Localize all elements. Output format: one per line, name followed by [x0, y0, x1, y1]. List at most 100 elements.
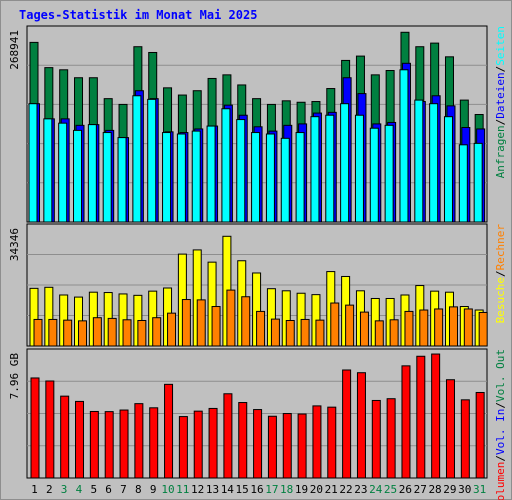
chart-title: Tages-Statistik im Monat Mai 2025	[19, 8, 258, 22]
bar-seiten-day-10	[162, 132, 172, 223]
bar-rechner-day-20	[315, 319, 325, 347]
bar-seiten-day-22	[340, 103, 350, 223]
bar-rechner-day-1	[33, 318, 43, 347]
bar-seiten-day-27	[414, 99, 424, 223]
bar-seiten-day-7	[117, 137, 127, 223]
legend-visits: Besuche/Rechner	[494, 224, 507, 324]
x-tick-label: 23	[354, 483, 367, 496]
bar-volumen-day-11	[178, 416, 188, 479]
bar-seiten-day-16	[251, 132, 261, 223]
bar-volumen-day-6	[104, 411, 114, 479]
bar-seiten-day-12	[191, 130, 201, 223]
bar-rechner-day-12	[196, 299, 206, 347]
bar-seiten-day-23	[354, 114, 364, 223]
x-tick-label: 10	[161, 483, 174, 496]
bar-volumen-day-3	[60, 395, 70, 479]
x-tick-label: 27	[414, 483, 427, 496]
x-tick-label: 8	[135, 483, 142, 496]
x-tick-label: 19	[295, 483, 308, 496]
bar-seiten-day-19	[295, 132, 305, 223]
bar-seiten-day-26	[399, 69, 409, 223]
bar-rechner-day-14	[226, 289, 236, 347]
y-max-label-visits: 34346	[8, 228, 21, 261]
bar-rechner-day-18	[285, 319, 295, 347]
legend-entry: Vol. Out	[494, 349, 507, 402]
bar-volumen-day-22	[342, 369, 352, 479]
x-tick-label: 2	[46, 483, 53, 496]
bar-rechner-day-2	[48, 318, 58, 347]
x-tick-label: 25	[384, 483, 397, 496]
bar-volumen-day-27	[416, 355, 426, 479]
bar-seiten-day-8	[132, 95, 142, 223]
x-tick-label: 18	[280, 483, 293, 496]
bar-seiten-day-4	[73, 129, 83, 223]
bar-volumen-day-12	[193, 410, 203, 479]
bar-rechner-day-3	[63, 319, 73, 347]
bar-seiten-day-21	[325, 114, 335, 223]
x-tick-label: 21	[325, 483, 338, 496]
bar-rechner-day-25	[389, 319, 399, 347]
bar-volumen-day-8	[134, 403, 144, 479]
bar-volumen-day-16	[253, 409, 263, 479]
bar-volumen-day-7	[119, 409, 129, 479]
bar-volumen-day-10	[164, 383, 174, 479]
bar-seiten-day-17	[265, 133, 275, 223]
bar-seiten-day-3	[58, 122, 68, 223]
bar-volumen-day-19	[297, 413, 307, 479]
legend-volume: Volumen/Vol. In/Vol. Out	[494, 349, 507, 500]
legend-entry: /	[494, 66, 507, 73]
bar-volumen-day-18	[282, 413, 292, 479]
bar-volumen-day-15	[238, 402, 248, 479]
bar-volumen-day-30	[460, 399, 470, 479]
y-max-label-volume: 7.96 GB	[8, 353, 21, 400]
bar-rechner-day-30	[463, 308, 473, 347]
x-tick-label: 30	[458, 483, 471, 496]
bar-volumen-day-25	[386, 398, 396, 479]
legend-entry: Vol. In	[494, 409, 507, 455]
bar-rechner-day-10	[167, 312, 177, 347]
bar-seiten-day-30	[458, 144, 468, 223]
bar-volumen-day-28	[431, 353, 441, 479]
bar-rechner-day-8	[137, 319, 147, 347]
bar-rechner-day-19	[300, 318, 310, 347]
bar-rechner-day-13	[211, 306, 221, 347]
x-tick-label: 16	[250, 483, 263, 496]
bar-rechner-day-31	[478, 311, 488, 347]
bar-rechner-day-15	[241, 296, 251, 347]
bar-volumen-day-13	[208, 407, 218, 479]
bar-volumen-day-31	[475, 391, 485, 479]
bar-seiten-day-28	[429, 103, 439, 223]
x-tick-label: 22	[339, 483, 352, 496]
legend-requests: Anfragen/Dateien/Seiten	[494, 26, 507, 178]
x-tick-label: 7	[120, 483, 127, 496]
x-tick-label: 24	[369, 483, 383, 496]
bar-rechner-day-28	[434, 308, 444, 347]
x-tick-label: 26	[399, 483, 412, 496]
bar-volumen-day-21	[327, 406, 337, 479]
panel-visits: 34346 Besuche/Rechner	[8, 223, 507, 347]
x-tick-label: 11	[176, 483, 189, 496]
legend-entry: Volumen	[494, 462, 507, 500]
bar-rechner-day-6	[107, 317, 117, 347]
bar-volumen-day-5	[89, 410, 99, 479]
x-tick-label: 28	[428, 483, 441, 496]
bar-volumen-day-17	[267, 415, 277, 479]
bar-volumen-day-4	[75, 400, 85, 479]
legend-entry: Rechner	[494, 224, 507, 271]
legend-entry: Besuche	[494, 277, 507, 323]
bar-volumen-day-24	[371, 399, 381, 479]
x-tick-label: 4	[76, 483, 83, 496]
bar-seiten-day-9	[147, 98, 157, 223]
x-tick-label: 9	[150, 483, 157, 496]
bar-rechner-day-16	[256, 310, 266, 347]
bar-seiten-day-5	[87, 124, 97, 223]
legend-entry: /	[494, 119, 507, 126]
legend-entry: Anfragen	[494, 125, 507, 178]
bar-seiten-day-31	[473, 142, 483, 223]
x-tick-label: 17	[265, 483, 278, 496]
x-tick-label: 3	[61, 483, 68, 496]
bar-rechner-day-21	[330, 302, 340, 347]
x-tick-label: 14	[221, 483, 235, 496]
